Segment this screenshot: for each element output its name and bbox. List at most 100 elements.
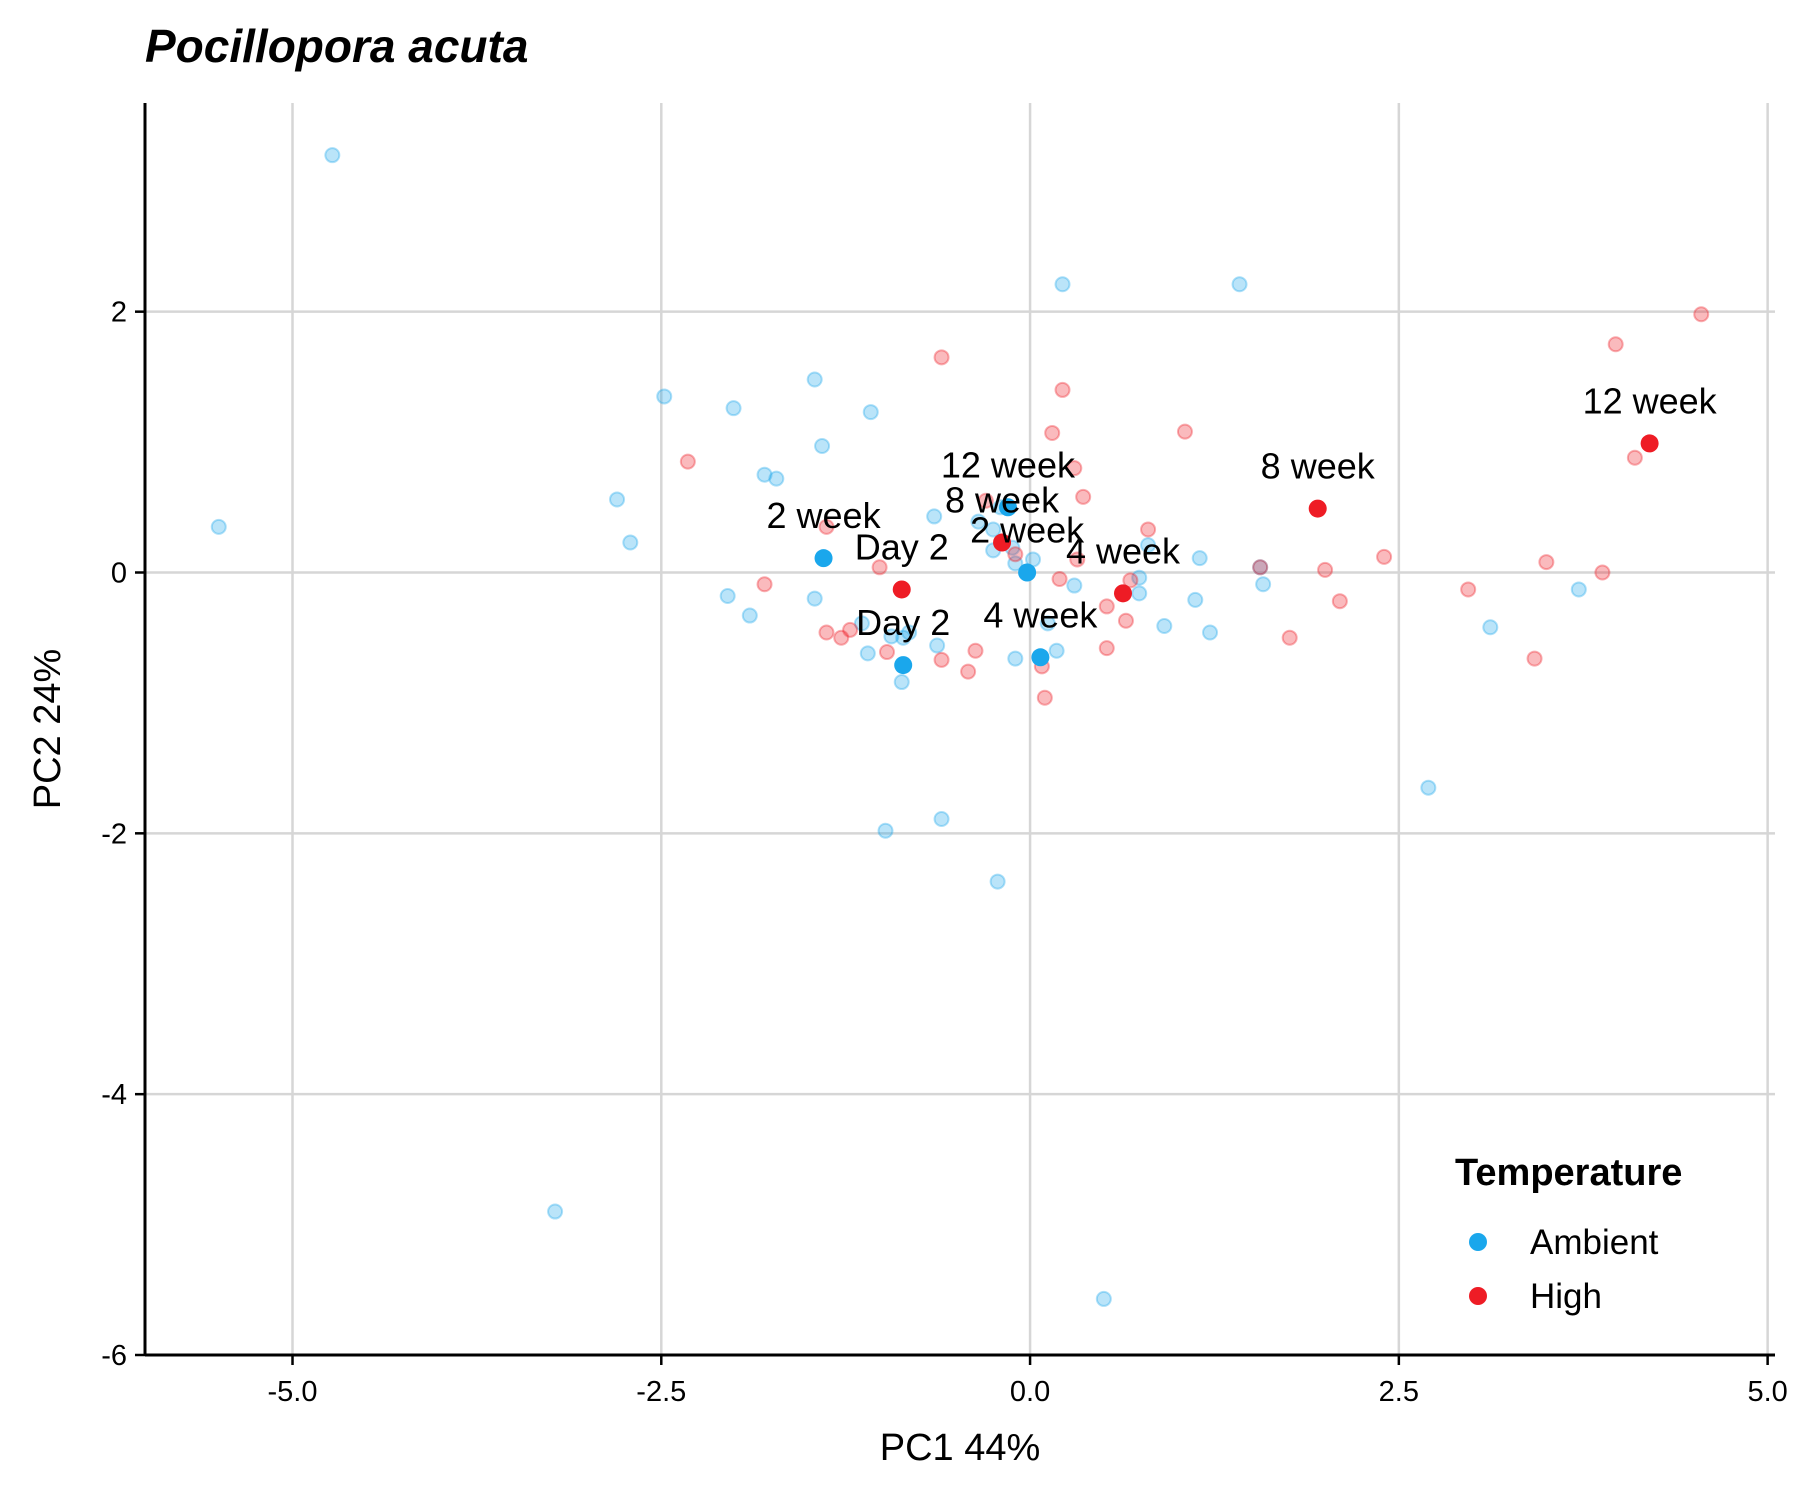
point-high [967,642,984,659]
point-ambient [1007,555,1024,572]
point-ambient [814,437,831,454]
point-high [1117,612,1134,629]
point-ambient [985,521,1002,538]
legend-key-high [1469,1287,1487,1305]
centroid-label-high: 8 week [1261,446,1376,487]
centroid-ambient [998,498,1017,517]
point-ambient [1191,550,1208,567]
point-high [1626,449,1643,466]
point-ambient [1156,617,1173,634]
point-high [1140,521,1157,538]
y-tick-label: -2 [101,818,127,850]
legend-label-high: High [1530,1277,1602,1316]
point-high [1098,640,1115,657]
centroid-high [892,580,911,599]
point-high [871,559,888,576]
x-tick-label: 5.0 [1747,1376,1787,1408]
point-high [679,453,696,470]
point-ambient [719,587,736,604]
point-high [1007,546,1024,563]
sample-points [210,147,1710,1307]
point-high [1317,561,1334,578]
point-high [1538,554,1555,571]
point-ambient [877,822,894,839]
point-ambient [324,147,341,164]
centroid-high [1640,434,1659,453]
point-ambient [926,508,943,525]
centroid-label-ambient: 4 week [983,594,1098,635]
point-high [1607,336,1624,353]
y-tick-label: 2 [111,297,127,329]
point-ambient [1007,650,1024,667]
centroid-high [1114,584,1132,603]
point-ambient [883,628,900,645]
point-ambient [806,371,823,388]
point-ambient [1140,537,1157,554]
point-ambient [622,534,639,551]
chart-title: Pocillopora acuta [145,20,528,72]
point-high [960,663,977,680]
centroid-high [1308,499,1327,518]
centroid-high [993,533,1012,552]
point-ambient [1187,591,1204,608]
centroid-ambient [1018,563,1037,582]
point-ambient [859,645,876,662]
legend-label-ambient: Ambient [1530,1223,1659,1262]
point-ambient [1202,624,1219,641]
point-ambient [1482,619,1499,636]
point-high [1066,460,1083,477]
x-axis-title: PC1 44% [880,1427,1041,1469]
legend-key-ambient [1469,1233,1487,1251]
y-axis-title: PC2 24% [27,649,69,810]
legend-title: Temperature [1455,1152,1682,1194]
point-high [933,349,950,366]
centroid-label-high: 12 week [1583,380,1718,421]
x-tick-label: 0.0 [1010,1376,1050,1408]
point-ambient [1066,577,1083,594]
centroid-label-high: 4 week [1066,530,1181,571]
point-ambient [893,674,910,691]
point-ambient [1054,276,1071,293]
point-ambient [1231,276,1248,293]
centroid-points [814,434,1659,675]
point-ambient [756,466,773,483]
point-high [1044,424,1061,441]
point-high [1122,572,1139,589]
point-high [818,624,835,641]
point-high [833,629,850,646]
point-ambient [547,1203,564,1220]
point-high [1376,548,1393,565]
point-high [1526,650,1543,667]
point-ambient [853,615,870,632]
point-high [1252,559,1269,576]
legend: Temperature Ambient High [1455,1152,1682,1316]
point-ambient [609,491,626,508]
point-high [842,621,859,638]
centroid-label-high: Day 2 [855,526,949,567]
point-ambient [1039,615,1056,632]
point-high [1331,593,1348,610]
point-ambient [901,624,918,641]
centroid-label-ambient: 2 week [767,495,882,536]
point-ambient [929,637,946,654]
point-high [1054,381,1071,398]
point-ambient [1570,581,1587,598]
point-ambient [1048,642,1065,659]
centroid-label-high: 8 week [945,480,1060,521]
point-high [1069,551,1086,568]
point-ambient [1131,585,1148,602]
point-high [1098,598,1115,615]
point-ambient [1420,779,1437,796]
point-ambient [1252,559,1269,576]
point-high [878,644,895,661]
point-ambient [725,400,742,417]
centroid-ambient [894,656,913,675]
x-tick-label: -2.5 [636,1376,686,1408]
point-ambient [656,388,673,405]
point-ambient [1095,1290,1112,1307]
centroid-label-ambient: 2 week [970,510,1085,551]
point-high [1176,423,1193,440]
centroid-label-ambient: 12 week [941,444,1076,485]
point-ambient [933,810,950,827]
